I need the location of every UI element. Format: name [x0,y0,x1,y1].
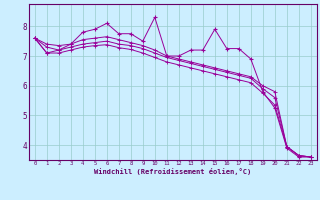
X-axis label: Windchill (Refroidissement éolien,°C): Windchill (Refroidissement éolien,°C) [94,168,252,175]
